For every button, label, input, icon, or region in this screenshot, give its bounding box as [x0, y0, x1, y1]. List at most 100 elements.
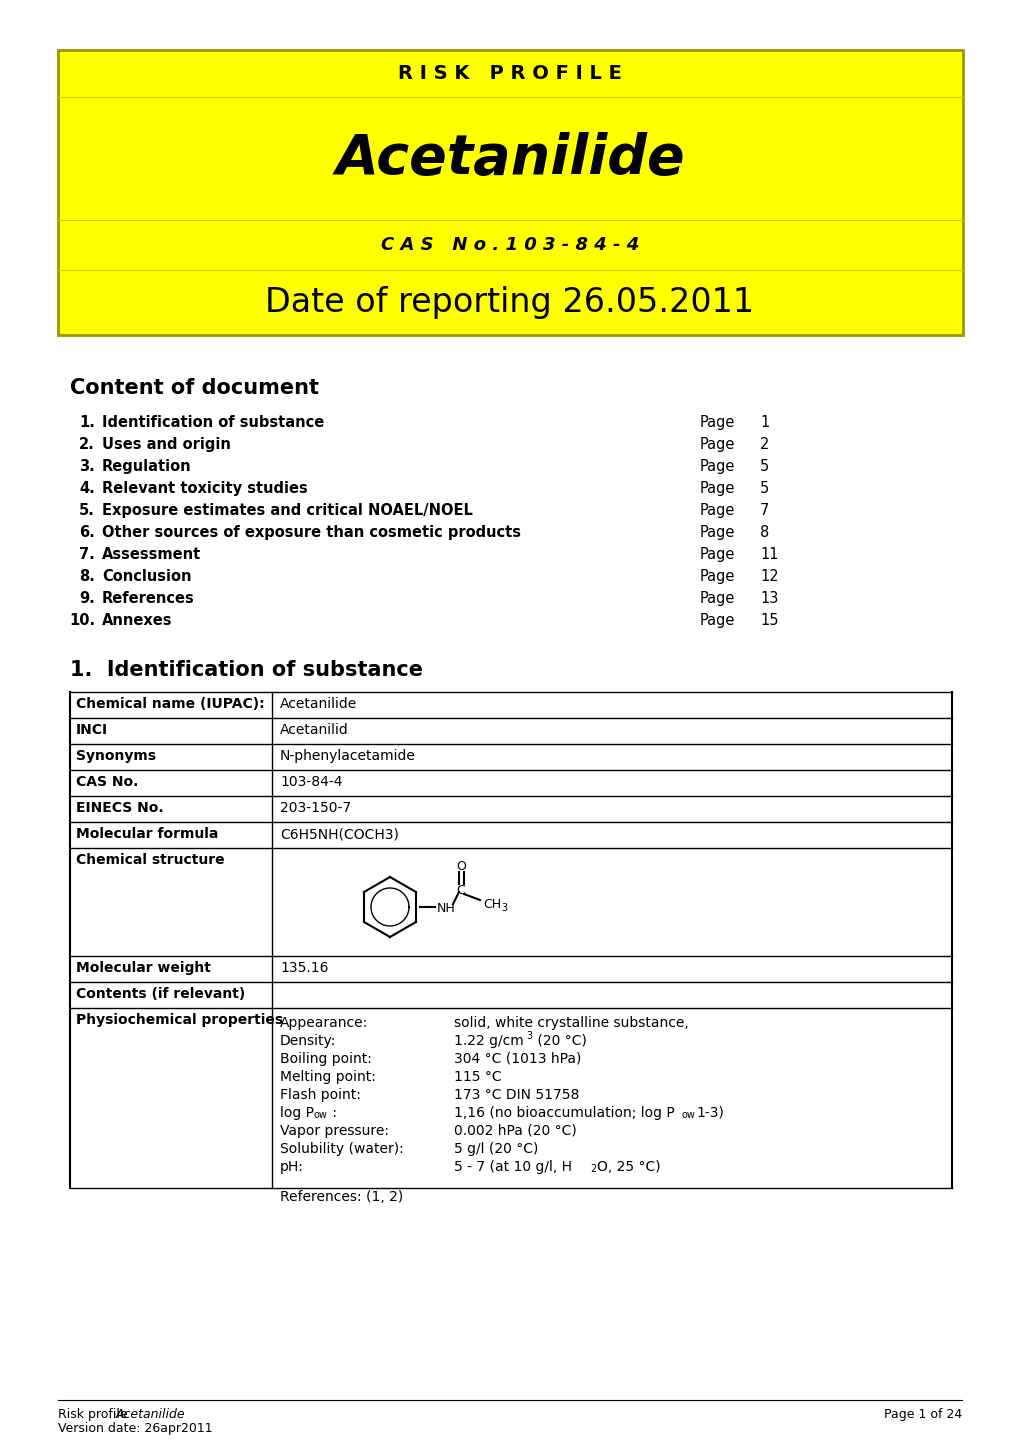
Text: 3: 3 — [526, 1031, 532, 1041]
Text: N-phenylacetamide: N-phenylacetamide — [280, 748, 416, 763]
Text: Chemical name (IUPAC):: Chemical name (IUPAC): — [76, 696, 264, 711]
Text: O, 25 °C): O, 25 °C) — [596, 1159, 660, 1174]
Text: C A S   N o . 1 0 3 - 8 4 - 4: C A S N o . 1 0 3 - 8 4 - 4 — [380, 236, 639, 254]
Text: Acetanilid: Acetanilid — [280, 722, 348, 737]
Text: 7.: 7. — [79, 547, 95, 562]
Text: 1,16 (no bioaccumulation; log P: 1,16 (no bioaccumulation; log P — [453, 1106, 675, 1120]
Text: 304 °C (1013 hPa): 304 °C (1013 hPa) — [453, 1053, 581, 1066]
Text: Page: Page — [699, 459, 735, 474]
Text: 8.: 8. — [79, 570, 95, 584]
Text: Page: Page — [699, 525, 735, 539]
Text: Physiochemical properties: Physiochemical properties — [76, 1012, 283, 1027]
Text: 1.: 1. — [79, 415, 95, 430]
Text: C6H5NH(COCH3): C6H5NH(COCH3) — [280, 828, 398, 841]
Text: 6.: 6. — [79, 525, 95, 539]
Text: References: References — [102, 591, 195, 606]
Text: 203-150-7: 203-150-7 — [280, 800, 351, 815]
Text: References: (1, 2): References: (1, 2) — [280, 1190, 403, 1204]
Text: 12: 12 — [759, 570, 777, 584]
Text: Content of document: Content of document — [70, 378, 319, 398]
Text: Page: Page — [699, 613, 735, 629]
Text: 5.: 5. — [79, 503, 95, 518]
Text: Page: Page — [699, 437, 735, 451]
Text: Uses and origin: Uses and origin — [102, 437, 230, 451]
Text: Acetanilide: Acetanilide — [116, 1407, 185, 1420]
Text: Identification of substance: Identification of substance — [102, 415, 324, 430]
Text: 1-3): 1-3) — [695, 1106, 723, 1120]
Text: Date of reporting 26.05.2011: Date of reporting 26.05.2011 — [265, 286, 754, 319]
Text: Relevant toxicity studies: Relevant toxicity studies — [102, 482, 308, 496]
Text: 5: 5 — [759, 459, 768, 474]
Text: ow: ow — [314, 1110, 327, 1120]
Text: ow: ow — [682, 1110, 695, 1120]
Text: Other sources of exposure than cosmetic products: Other sources of exposure than cosmetic … — [102, 525, 521, 539]
Text: 173 °C DIN 51758: 173 °C DIN 51758 — [453, 1089, 579, 1102]
Text: Regulation: Regulation — [102, 459, 192, 474]
Text: 135.16: 135.16 — [280, 960, 328, 975]
Text: 11: 11 — [759, 547, 777, 562]
Text: NH: NH — [436, 901, 455, 914]
Text: Page 1 of 24: Page 1 of 24 — [882, 1407, 961, 1420]
Text: Version date: 26apr2011: Version date: 26apr2011 — [58, 1422, 212, 1435]
Text: 1.22 g/cm: 1.22 g/cm — [453, 1034, 523, 1048]
Text: CH: CH — [483, 897, 500, 910]
Text: Vapor pressure:: Vapor pressure: — [280, 1123, 388, 1138]
Text: pH:: pH: — [280, 1159, 304, 1174]
Text: INCI: INCI — [76, 722, 108, 737]
Text: R I S K   P R O F I L E: R I S K P R O F I L E — [397, 63, 622, 84]
Text: 10.: 10. — [69, 613, 95, 629]
Text: 5 g/l (20 °C): 5 g/l (20 °C) — [453, 1142, 538, 1156]
Text: Page: Page — [699, 570, 735, 584]
Text: Page: Page — [699, 547, 735, 562]
Text: Chemical structure: Chemical structure — [76, 854, 224, 867]
Text: Appearance:: Appearance: — [280, 1017, 368, 1030]
Text: Page: Page — [699, 415, 735, 430]
Text: 0.002 hPa (20 °C): 0.002 hPa (20 °C) — [453, 1123, 576, 1138]
Text: Density:: Density: — [280, 1034, 336, 1048]
Text: 2: 2 — [589, 1164, 596, 1174]
Text: Page: Page — [699, 482, 735, 496]
Text: Flash point:: Flash point: — [280, 1089, 361, 1102]
Text: Page: Page — [699, 503, 735, 518]
Text: O: O — [455, 859, 466, 872]
Text: CAS No.: CAS No. — [76, 774, 139, 789]
Text: Molecular formula: Molecular formula — [76, 828, 218, 841]
Text: 15: 15 — [759, 613, 777, 629]
Text: Molecular weight: Molecular weight — [76, 960, 211, 975]
Text: log P: log P — [280, 1106, 314, 1120]
FancyBboxPatch shape — [58, 50, 962, 335]
Text: 3: 3 — [500, 903, 506, 913]
Text: Boiling point:: Boiling point: — [280, 1053, 372, 1066]
Text: Risk profile: Risk profile — [58, 1407, 131, 1420]
Text: Annexes: Annexes — [102, 613, 172, 629]
Text: 5: 5 — [759, 482, 768, 496]
Text: C: C — [457, 884, 465, 897]
Text: 1.  Identification of substance: 1. Identification of substance — [70, 660, 423, 681]
Text: 13: 13 — [759, 591, 777, 606]
Text: Melting point:: Melting point: — [280, 1070, 376, 1084]
Text: 2: 2 — [759, 437, 768, 451]
Text: 1: 1 — [759, 415, 768, 430]
Text: 7: 7 — [759, 503, 768, 518]
Text: Assessment: Assessment — [102, 547, 201, 562]
Text: 103-84-4: 103-84-4 — [280, 774, 342, 789]
Text: Acetanilide: Acetanilide — [335, 131, 684, 186]
Text: Acetanilide: Acetanilide — [280, 696, 357, 711]
Text: solid, white crystalline substance,: solid, white crystalline substance, — [453, 1017, 688, 1030]
Text: 9.: 9. — [79, 591, 95, 606]
Text: 115 °C: 115 °C — [453, 1070, 501, 1084]
Text: 2.: 2. — [79, 437, 95, 451]
Text: Page: Page — [699, 591, 735, 606]
Text: EINECS No.: EINECS No. — [76, 800, 163, 815]
Text: :: : — [328, 1106, 336, 1120]
Text: 5 - 7 (at 10 g/l, H: 5 - 7 (at 10 g/l, H — [453, 1159, 572, 1174]
Text: (20 °C): (20 °C) — [533, 1034, 586, 1048]
Text: Contents (if relevant): Contents (if relevant) — [76, 986, 245, 1001]
Text: 4.: 4. — [79, 482, 95, 496]
Text: Exposure estimates and critical NOAEL/NOEL: Exposure estimates and critical NOAEL/NO… — [102, 503, 473, 518]
Text: Solubility (water):: Solubility (water): — [280, 1142, 404, 1156]
Text: Conclusion: Conclusion — [102, 570, 192, 584]
Text: 8: 8 — [759, 525, 768, 539]
Text: 3.: 3. — [79, 459, 95, 474]
Text: Synonyms: Synonyms — [76, 748, 156, 763]
